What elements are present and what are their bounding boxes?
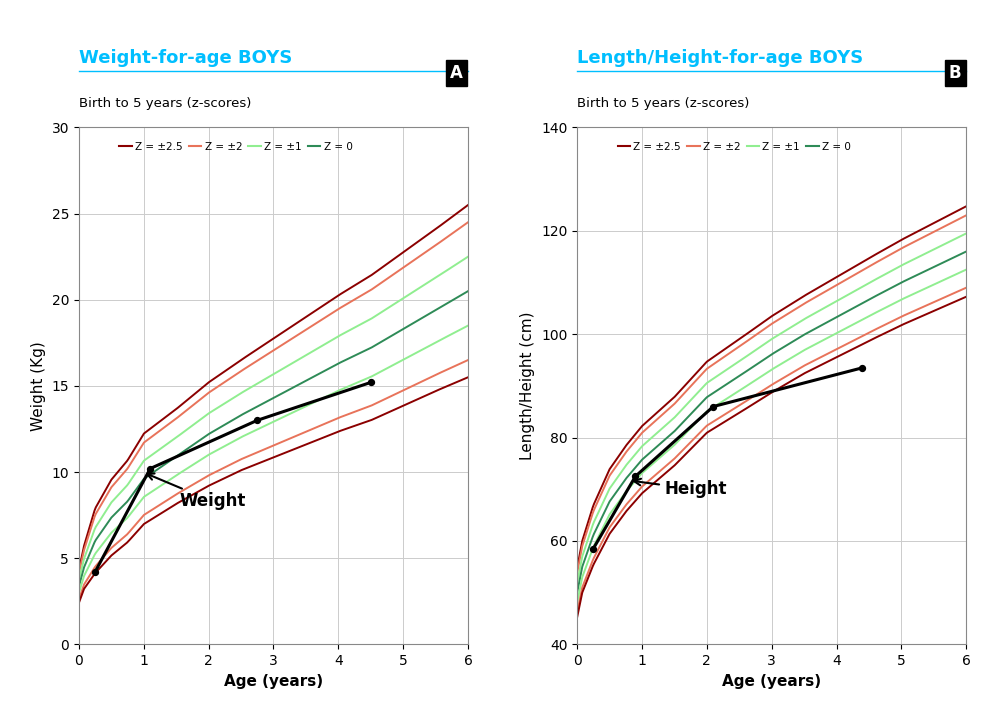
Text: Birth to 5 years (z-scores): Birth to 5 years (z-scores) bbox=[79, 97, 251, 110]
Text: Length/Height-for-age BOYS: Length/Height-for-age BOYS bbox=[577, 50, 864, 67]
X-axis label: Age (years): Age (years) bbox=[224, 673, 323, 689]
Text: Weight-for-age BOYS: Weight-for-age BOYS bbox=[79, 50, 292, 67]
X-axis label: Age (years): Age (years) bbox=[722, 673, 821, 689]
Point bbox=[87, 566, 103, 578]
Text: Height: Height bbox=[634, 479, 727, 498]
Point bbox=[855, 362, 871, 373]
Legend: Z = ±2.5, Z = ±2, Z = ±1, Z = 0: Z = ±2.5, Z = ±2, Z = ±1, Z = 0 bbox=[613, 138, 855, 156]
Point bbox=[586, 543, 601, 554]
Point bbox=[627, 471, 643, 482]
Text: A: A bbox=[451, 64, 463, 81]
Point bbox=[142, 463, 158, 474]
Y-axis label: Weight (Kg): Weight (Kg) bbox=[31, 341, 46, 430]
Point bbox=[249, 415, 265, 426]
Legend: Z = ±2.5, Z = ±2, Z = ±1, Z = 0: Z = ±2.5, Z = ±2, Z = ±1, Z = 0 bbox=[115, 138, 357, 156]
Y-axis label: Length/Height (cm): Length/Height (cm) bbox=[521, 312, 535, 460]
Text: B: B bbox=[949, 64, 961, 81]
Text: Weight: Weight bbox=[147, 474, 246, 510]
Point bbox=[705, 401, 721, 412]
Text: Birth to 5 years (z-scores): Birth to 5 years (z-scores) bbox=[577, 97, 749, 110]
Point bbox=[363, 377, 379, 388]
